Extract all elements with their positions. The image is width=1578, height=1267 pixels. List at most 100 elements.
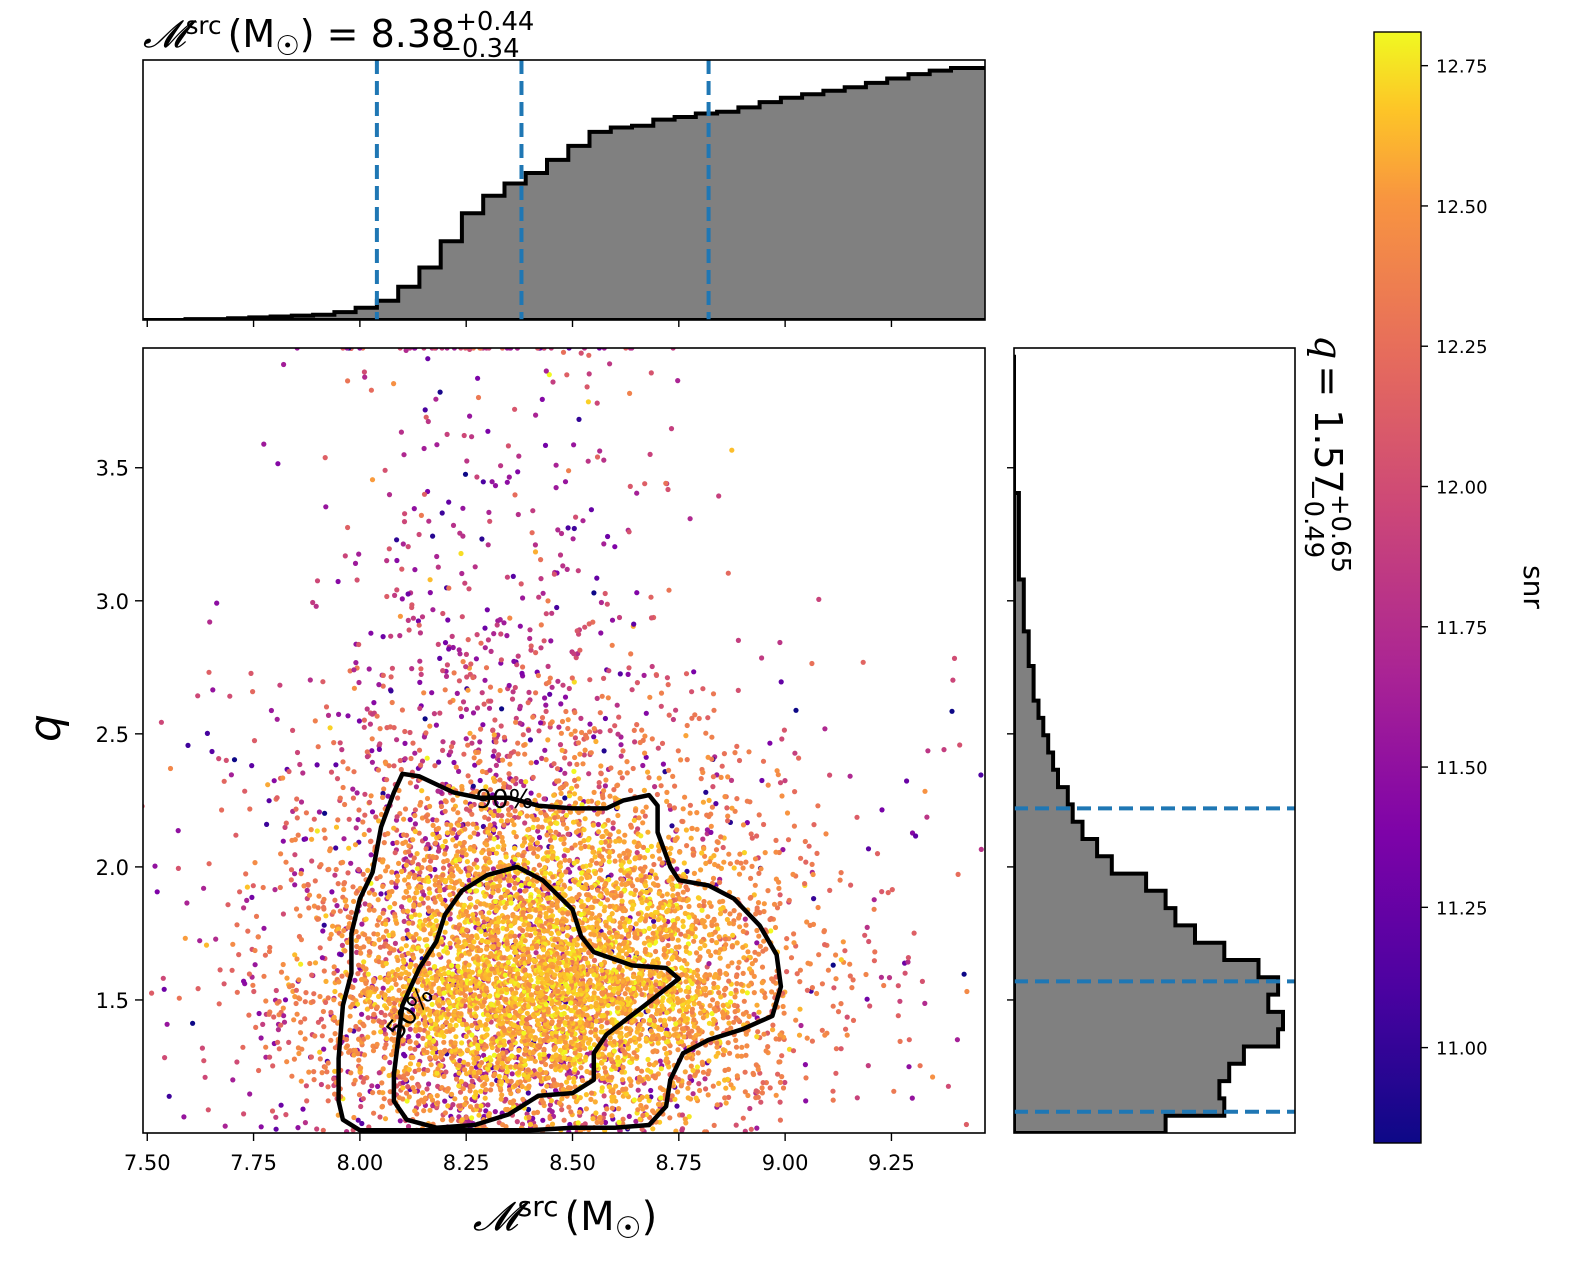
- scatter-point: [423, 730, 429, 736]
- scatter-point: [322, 1064, 328, 1070]
- scatter-point: [204, 730, 210, 737]
- scatter-point: [190, 1020, 196, 1026]
- scatter-point: [679, 1112, 686, 1118]
- scatter-point: [216, 756, 222, 762]
- scatter-point: [346, 816, 352, 822]
- scatter-point: [451, 885, 457, 891]
- scatter-point: [339, 933, 345, 939]
- scatter-point: [325, 995, 331, 1001]
- scatter-point: [506, 771, 512, 777]
- scatter-point: [310, 999, 316, 1005]
- scatter-point: [394, 537, 400, 543]
- scatter-point: [469, 1065, 475, 1071]
- scatter-point: [661, 952, 667, 958]
- scatter-point: [426, 1034, 433, 1041]
- scatter-point: [331, 964, 337, 970]
- scatter-point: [416, 936, 422, 942]
- scatter-point: [670, 893, 676, 899]
- scatter-point: [722, 794, 728, 800]
- scatter-point: [685, 994, 691, 1000]
- scatter-point: [909, 1095, 915, 1101]
- scatter-point: [456, 678, 462, 684]
- scatter-point: [376, 818, 382, 824]
- scatter-point: [775, 772, 781, 778]
- scatter-point: [573, 829, 580, 835]
- scatter-point: [437, 888, 443, 894]
- scatter-point: [736, 757, 743, 764]
- scatter-point: [394, 587, 400, 593]
- scatter-point: [582, 624, 588, 630]
- scatter-point: [517, 623, 523, 629]
- scatter-point: [733, 1037, 739, 1043]
- scatter-point: [545, 737, 551, 743]
- scatter-point: [520, 732, 526, 738]
- scatter-point: [682, 794, 688, 800]
- scatter-point: [371, 941, 377, 947]
- scatter-point: [592, 1099, 598, 1105]
- scatter-point: [324, 1069, 330, 1075]
- scatter-point: [446, 646, 452, 652]
- scatter-point: [396, 860, 402, 867]
- scatter-point: [871, 897, 877, 903]
- scatter-point: [284, 1059, 290, 1065]
- scatter-point: [657, 1085, 664, 1091]
- scatter-point: [574, 628, 580, 634]
- scatter-point: [574, 783, 580, 789]
- scatter-point: [350, 1001, 356, 1007]
- scatter-point: [693, 950, 700, 956]
- scatter-point: [213, 936, 219, 942]
- scatter-point: [731, 865, 737, 871]
- scatter-point: [320, 679, 326, 685]
- scatter-point: [810, 871, 816, 878]
- scatter-point: [690, 1091, 696, 1097]
- scatter-point: [536, 834, 543, 841]
- scatter-point: [950, 677, 956, 683]
- scatter-point: [625, 671, 631, 678]
- scatter-point: [772, 924, 779, 931]
- scatter-point: [278, 1102, 284, 1108]
- scatter-point: [241, 978, 247, 984]
- scatter-point: [476, 760, 482, 766]
- scatter-point: [680, 923, 686, 930]
- scatter-point: [256, 1067, 262, 1074]
- scatter-point: [565, 847, 571, 854]
- scatter-point: [631, 727, 637, 734]
- scatter-point: [288, 867, 295, 873]
- scatter-point: [397, 757, 403, 764]
- scatter-point: [721, 751, 728, 757]
- scatter-point: [753, 1095, 759, 1101]
- scatter-point: [527, 635, 533, 642]
- scatter-point: [711, 980, 717, 987]
- scatter-point: [930, 1074, 936, 1080]
- scatter-point: [383, 868, 389, 874]
- scatter-point: [493, 850, 500, 856]
- scatter-point: [461, 839, 467, 846]
- scatter-point: [409, 604, 415, 611]
- scatter-point: [424, 937, 430, 943]
- scatter-point: [626, 1113, 632, 1119]
- scatter-point: [503, 854, 509, 860]
- scatter-point: [377, 726, 383, 732]
- scatter-point: [554, 604, 560, 611]
- scatter-point: [276, 1012, 282, 1018]
- scatter-point: [334, 903, 340, 909]
- scatter-point: [401, 959, 407, 965]
- scatter-point: [462, 1101, 468, 1108]
- scatter-point: [394, 557, 400, 564]
- scatter-point: [694, 810, 700, 816]
- scatter-point: [780, 847, 786, 853]
- scatter-point: [528, 647, 534, 653]
- scatter-point: [726, 978, 732, 984]
- scatter-point: [389, 665, 395, 671]
- scatter-point: [573, 655, 579, 661]
- scatter-point: [405, 1084, 411, 1090]
- scatter-point: [655, 916, 662, 923]
- scatter-point: [733, 973, 740, 980]
- scatter-point: [560, 563, 566, 569]
- scatter-point: [331, 997, 337, 1003]
- scatter-point: [597, 710, 603, 716]
- scatter-point: [377, 741, 383, 747]
- scatter-point: [361, 1023, 367, 1029]
- scatter-point: [667, 1016, 673, 1022]
- scatter-point: [437, 389, 443, 395]
